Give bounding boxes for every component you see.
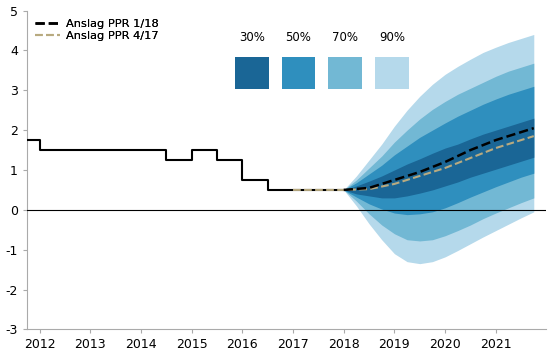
Text: 70%: 70% [332, 31, 358, 44]
Bar [328, 57, 362, 89]
Text: 30%: 30% [238, 31, 264, 44]
Bar [235, 57, 268, 89]
Text: 50%: 50% [285, 31, 311, 44]
Text: 90%: 90% [379, 31, 405, 44]
Bar [375, 57, 409, 89]
Legend: Anslag PPR 1/18, Anslag PPR 4/17: Anslag PPR 1/18, Anslag PPR 4/17 [33, 16, 161, 44]
Bar [282, 57, 315, 89]
